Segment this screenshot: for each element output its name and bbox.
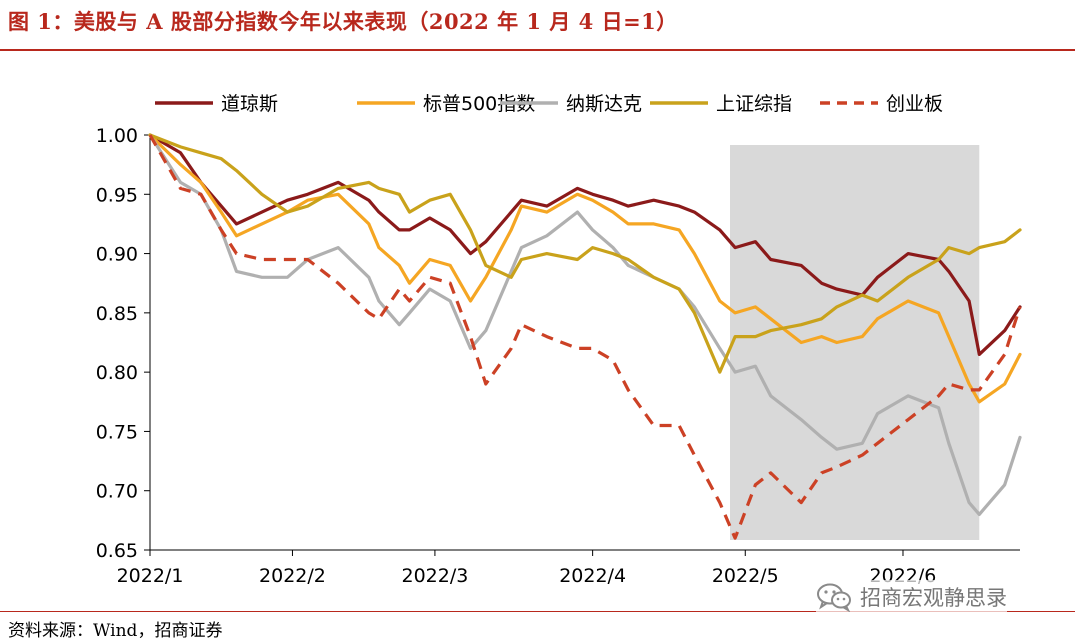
legend-label-2: 标普500指数 <box>423 93 535 115</box>
y-tick-label: 0.90 <box>96 244 138 266</box>
x-tick-label: 2022/5 <box>712 565 779 587</box>
legend-label-3: 纳斯达克 <box>566 93 642 115</box>
source-divider <box>0 611 1075 612</box>
legend-label-4: 上证综指 <box>716 93 792 115</box>
y-tick-label: 0.85 <box>96 303 138 325</box>
legend-label-5: 创业板 <box>886 93 943 115</box>
watermark: 招商宏观静思录 <box>816 580 1007 614</box>
wechat-icon <box>817 583 851 612</box>
y-tick-label: 0.75 <box>96 421 138 443</box>
x-tick-label: 2022/3 <box>401 565 468 587</box>
title-divider <box>0 49 1075 51</box>
y-tick-label: 0.65 <box>96 540 138 562</box>
shaded-period <box>730 145 980 540</box>
legend: 道琼斯 标普500指数 纳斯达克 上证综指 创业板 <box>155 93 943 115</box>
series-layer <box>148 133 1022 540</box>
shaded-region-layer <box>730 145 980 540</box>
y-tick-label: 0.80 <box>96 362 138 384</box>
figure-title: 图 1：美股与 A 股部分指数今年以来表现（2022 年 1 月 4 日=1） <box>8 9 678 34</box>
series-line-2 <box>148 133 1022 404</box>
series-line-5 <box>148 134 1022 540</box>
series-line-4 <box>148 133 1022 374</box>
x-tick-label: 2022/1 <box>117 565 184 587</box>
x-tick-label: 2022/4 <box>559 565 626 587</box>
x-tick-label: 2022/2 <box>259 565 326 587</box>
y-tick-label: 1.00 <box>96 125 138 147</box>
watermark-text: 招商宏观静思录 <box>860 586 1007 610</box>
legend-label-1: 道琼斯 <box>221 93 278 115</box>
series-line-1 <box>148 133 1022 356</box>
source-note: 资料来源：Wind，招商证券 <box>8 621 223 641</box>
line-chart: 1.00 0.95 0.90 0.85 0.80 0.75 0.70 0.65 2022/1 20… <box>96 93 1022 587</box>
y-tick-label: 0.95 <box>96 184 138 206</box>
y-tick-label: 0.70 <box>96 481 138 503</box>
